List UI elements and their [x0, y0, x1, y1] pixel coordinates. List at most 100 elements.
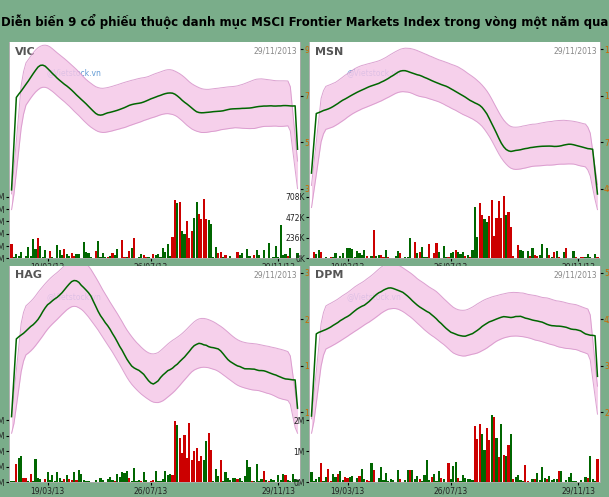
Bar [416, 252, 418, 258]
Bar [539, 255, 541, 258]
Bar [479, 203, 481, 258]
Bar [263, 250, 265, 258]
Bar [378, 255, 380, 258]
Bar [97, 241, 99, 258]
Bar [541, 244, 543, 258]
Bar [596, 256, 599, 258]
Bar [150, 481, 152, 482]
Text: @Vietstock.vn: @Vietstock.vn [347, 68, 402, 77]
Bar [152, 253, 155, 258]
Bar [594, 253, 596, 258]
Bar [195, 448, 198, 482]
Bar [160, 481, 161, 482]
Bar [342, 252, 344, 258]
Bar [363, 249, 365, 258]
Bar [322, 481, 325, 482]
Bar [140, 253, 143, 258]
Bar [454, 462, 457, 482]
Bar [507, 212, 510, 258]
Bar [370, 463, 373, 482]
Bar [133, 238, 135, 258]
Bar [517, 475, 519, 482]
Bar [484, 219, 485, 258]
Bar [397, 251, 399, 258]
Bar [219, 460, 222, 482]
Bar [502, 196, 505, 258]
Bar [172, 237, 174, 258]
Bar [515, 478, 517, 482]
Bar [51, 476, 54, 482]
Bar [327, 469, 329, 482]
Bar [246, 460, 248, 482]
Bar [18, 256, 20, 258]
Bar [222, 481, 224, 482]
Bar [537, 473, 538, 482]
Bar [454, 250, 457, 258]
Bar [332, 474, 334, 482]
Bar [382, 480, 385, 482]
Bar [198, 214, 200, 258]
Bar [200, 456, 202, 482]
Bar [162, 479, 164, 482]
Bar [167, 244, 169, 258]
Bar [469, 257, 471, 258]
Bar [277, 256, 280, 258]
Bar [126, 471, 128, 482]
Bar [450, 480, 452, 482]
Bar [246, 249, 248, 258]
Bar [359, 252, 361, 258]
Text: @Vietstock.vn: @Vietstock.vn [47, 68, 102, 77]
Bar [219, 252, 222, 258]
Bar [90, 256, 92, 258]
Bar [210, 224, 212, 258]
Bar [162, 248, 164, 258]
Bar [407, 470, 409, 482]
Bar [464, 256, 466, 258]
Bar [481, 215, 483, 258]
Bar [400, 253, 401, 258]
Bar [193, 451, 195, 482]
Bar [222, 257, 224, 258]
Bar [208, 220, 209, 258]
Bar [193, 218, 195, 258]
Bar [325, 477, 327, 482]
Bar [191, 231, 193, 258]
Bar [66, 475, 68, 482]
Bar [378, 478, 380, 482]
Bar [351, 249, 353, 258]
Bar [107, 257, 109, 258]
Bar [349, 477, 351, 482]
Bar [188, 238, 191, 258]
Bar [373, 470, 375, 482]
Bar [476, 237, 479, 258]
Bar [138, 480, 140, 482]
Bar [575, 481, 577, 482]
Bar [32, 481, 34, 482]
Bar [294, 479, 296, 482]
Bar [270, 480, 272, 482]
Bar [586, 253, 589, 258]
Bar [58, 478, 61, 482]
Bar [44, 249, 46, 258]
Bar [256, 250, 258, 258]
Bar [224, 472, 227, 482]
Bar [191, 460, 193, 482]
Bar [555, 479, 558, 482]
Bar [591, 257, 594, 258]
Bar [313, 481, 315, 482]
Bar [370, 256, 373, 258]
Bar [438, 252, 440, 258]
Bar [320, 252, 322, 258]
Bar [491, 200, 493, 258]
Bar [164, 252, 166, 258]
Bar [15, 464, 18, 482]
Bar [479, 424, 481, 482]
Bar [474, 426, 476, 482]
Bar [224, 255, 227, 258]
Bar [325, 257, 327, 258]
Bar [30, 255, 32, 258]
Bar [382, 257, 385, 258]
Bar [421, 248, 423, 258]
Bar [133, 468, 135, 482]
Bar [586, 478, 589, 482]
